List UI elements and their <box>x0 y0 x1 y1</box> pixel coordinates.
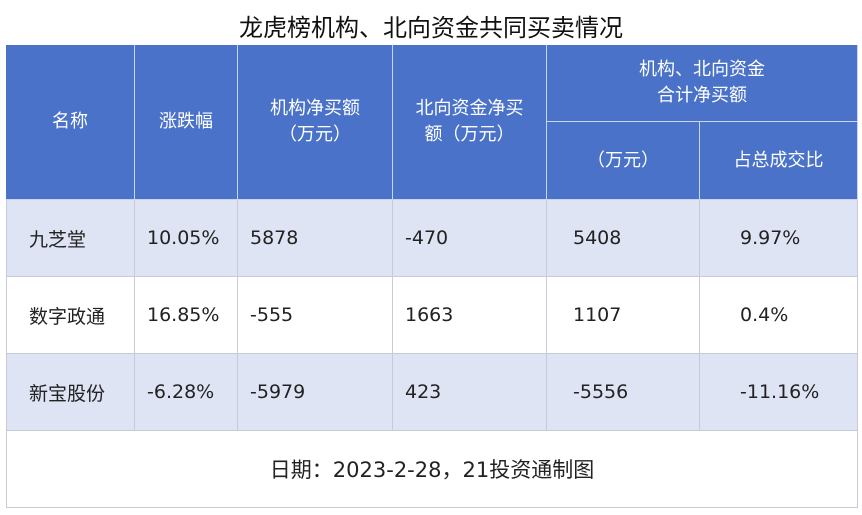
table-cell: 1107 <box>547 277 700 354</box>
header-cell: 名称 <box>6 45 135 200</box>
sub-header-cell: 占总成交比 <box>700 122 858 200</box>
table-cell: 9.97% <box>700 200 858 277</box>
header-cell: 北向资金净买 额（万元） <box>393 45 547 200</box>
table-cell: -470 <box>393 200 547 277</box>
table-cell: -5979 <box>238 354 393 431</box>
table-cell: 5878 <box>238 200 393 277</box>
sub-header-cell: （万元） <box>547 122 700 200</box>
table-cell: -5556 <box>547 354 700 431</box>
footer: 日期：2023-2-28，21投资通制图 <box>6 431 858 508</box>
table-cell: 数字政通 <box>6 277 135 354</box>
title: 龙虎榜机构、北向资金共同买卖情况 <box>239 14 623 42</box>
table-cell: 新宝股份 <box>6 354 135 431</box>
table-cell: -6.28% <box>135 354 238 431</box>
table-cell: -555 <box>238 277 393 354</box>
group-header: 机构、北向资金 合计净买额 <box>547 45 858 122</box>
table-cell: -11.16% <box>700 354 858 431</box>
table-cell: 0.4% <box>700 277 858 354</box>
table-cell: 423 <box>393 354 547 431</box>
table-cell: 16.85% <box>135 277 238 354</box>
table-cell: 10.05% <box>135 200 238 277</box>
table-cell: 九芝堂 <box>6 200 135 277</box>
header-cell: 涨跌幅 <box>135 45 238 200</box>
table-cell: 5408 <box>547 200 700 277</box>
header-cell: 机构净买额 （万元） <box>238 45 393 200</box>
table-cell: 1663 <box>393 277 547 354</box>
